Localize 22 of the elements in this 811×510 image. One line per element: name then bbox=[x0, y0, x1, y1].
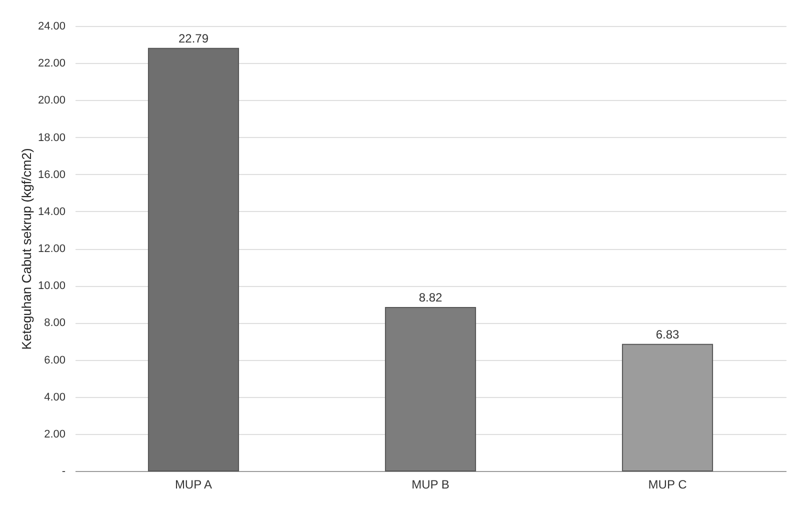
data-label: 22.79 bbox=[178, 31, 209, 46]
y-tick-label: 8.00 bbox=[44, 317, 66, 330]
y-tick-label: - bbox=[62, 466, 66, 478]
data-label: 6.83 bbox=[656, 327, 680, 342]
y-tick-label: 22.00 bbox=[38, 58, 66, 70]
y-tick-label: 12.00 bbox=[38, 243, 66, 255]
data-label: 8.82 bbox=[418, 290, 442, 304]
x-tick-label: MUP A bbox=[174, 478, 212, 492]
x-tick-label: MUP B bbox=[412, 478, 450, 492]
y-tick-label: 10.00 bbox=[38, 280, 66, 292]
y-tick-label: 16.00 bbox=[38, 168, 66, 181]
y-tick-label: 4.00 bbox=[44, 391, 66, 404]
bar bbox=[384, 306, 476, 472]
bar bbox=[148, 48, 240, 472]
y-tick-label: 18.00 bbox=[38, 132, 66, 144]
y-tick-label: 24.00 bbox=[38, 20, 66, 32]
y-axis-title: Keteguhan Cabut sekrup (kgf/cm2) bbox=[18, 148, 34, 350]
y-tick-label: 6.00 bbox=[44, 354, 66, 366]
y-tick-label: 2.00 bbox=[44, 428, 66, 440]
y-tick-label: 14.00 bbox=[38, 206, 66, 218]
x-tick-label: MUP C bbox=[648, 478, 688, 492]
y-tick-label: 20.00 bbox=[38, 94, 66, 107]
